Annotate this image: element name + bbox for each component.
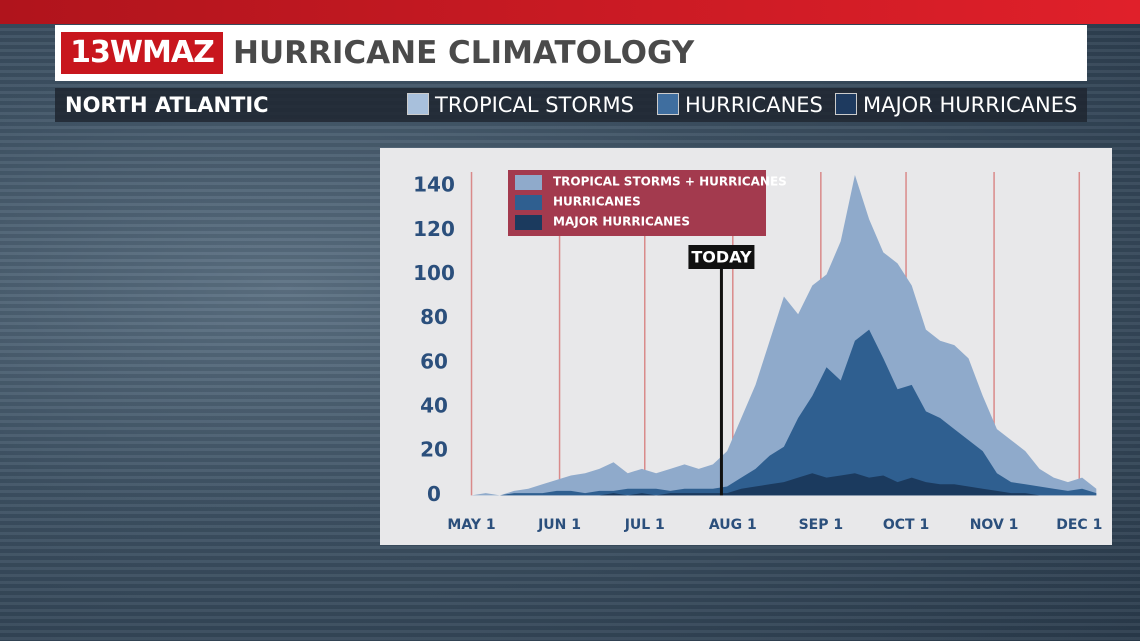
x-tick-label: JUL 1 bbox=[624, 517, 665, 533]
x-tick-label: AUG 1 bbox=[709, 517, 757, 533]
y-tick-label: 100 bbox=[413, 261, 455, 285]
logo: 13WMAZ bbox=[61, 32, 223, 74]
y-tick-label: 0 bbox=[427, 482, 441, 506]
top-bar bbox=[0, 0, 1140, 24]
y-tick-label: 80 bbox=[420, 305, 448, 329]
legend-swatch bbox=[515, 195, 542, 210]
legend-label: TROPICAL STORMS + HURRICANES bbox=[553, 175, 787, 189]
legend-item: HURRICANES bbox=[657, 88, 823, 122]
y-tick-label: 20 bbox=[420, 438, 448, 462]
x-tick-label: SEP 1 bbox=[799, 517, 844, 533]
x-tick-label: DEC 1 bbox=[1056, 517, 1102, 533]
header: 13WMAZ HURRICANE CLIMATOLOGY bbox=[55, 25, 1087, 81]
legend-swatch bbox=[407, 93, 429, 115]
y-tick-label: 40 bbox=[420, 393, 448, 417]
legend-item: MAJOR HURRICANES bbox=[835, 88, 1077, 122]
x-tick-label: OCT 1 bbox=[883, 517, 929, 533]
legend-swatch bbox=[657, 93, 679, 115]
region: NORTH ATLANTIC bbox=[65, 93, 269, 117]
legend-label: HURRICANES bbox=[685, 93, 823, 117]
area bbox=[471, 473, 1097, 496]
legend-swatch bbox=[835, 93, 857, 115]
x-tick-label: MAY 1 bbox=[447, 517, 495, 533]
title: HURRICANE CLIMATOLOGY bbox=[233, 35, 695, 71]
area bbox=[471, 329, 1097, 496]
area bbox=[471, 175, 1097, 496]
legend-item: TROPICAL STORMS bbox=[407, 88, 634, 122]
x-tick-label: JUN 1 bbox=[537, 517, 581, 533]
legend-label: HURRICANES bbox=[553, 195, 641, 209]
today-box bbox=[688, 245, 755, 269]
legend-label: MAJOR HURRICANES bbox=[553, 215, 690, 229]
today-label: TODAY bbox=[691, 248, 752, 267]
x-tick-label: NOV 1 bbox=[970, 517, 1019, 533]
y-tick-label: 140 bbox=[413, 173, 455, 197]
legend-label: MAJOR HURRICANES bbox=[863, 93, 1078, 117]
y-tick-label: 60 bbox=[420, 349, 448, 373]
legend-label: TROPICAL STORMS bbox=[435, 93, 634, 117]
y-tick-label: 120 bbox=[413, 217, 455, 241]
legend-swatch bbox=[515, 175, 542, 190]
subheader: NORTH ATLANTIC TROPICAL STORMS HURRICANE… bbox=[55, 88, 1087, 122]
legend-box bbox=[508, 170, 766, 236]
legend-swatch bbox=[515, 215, 542, 230]
